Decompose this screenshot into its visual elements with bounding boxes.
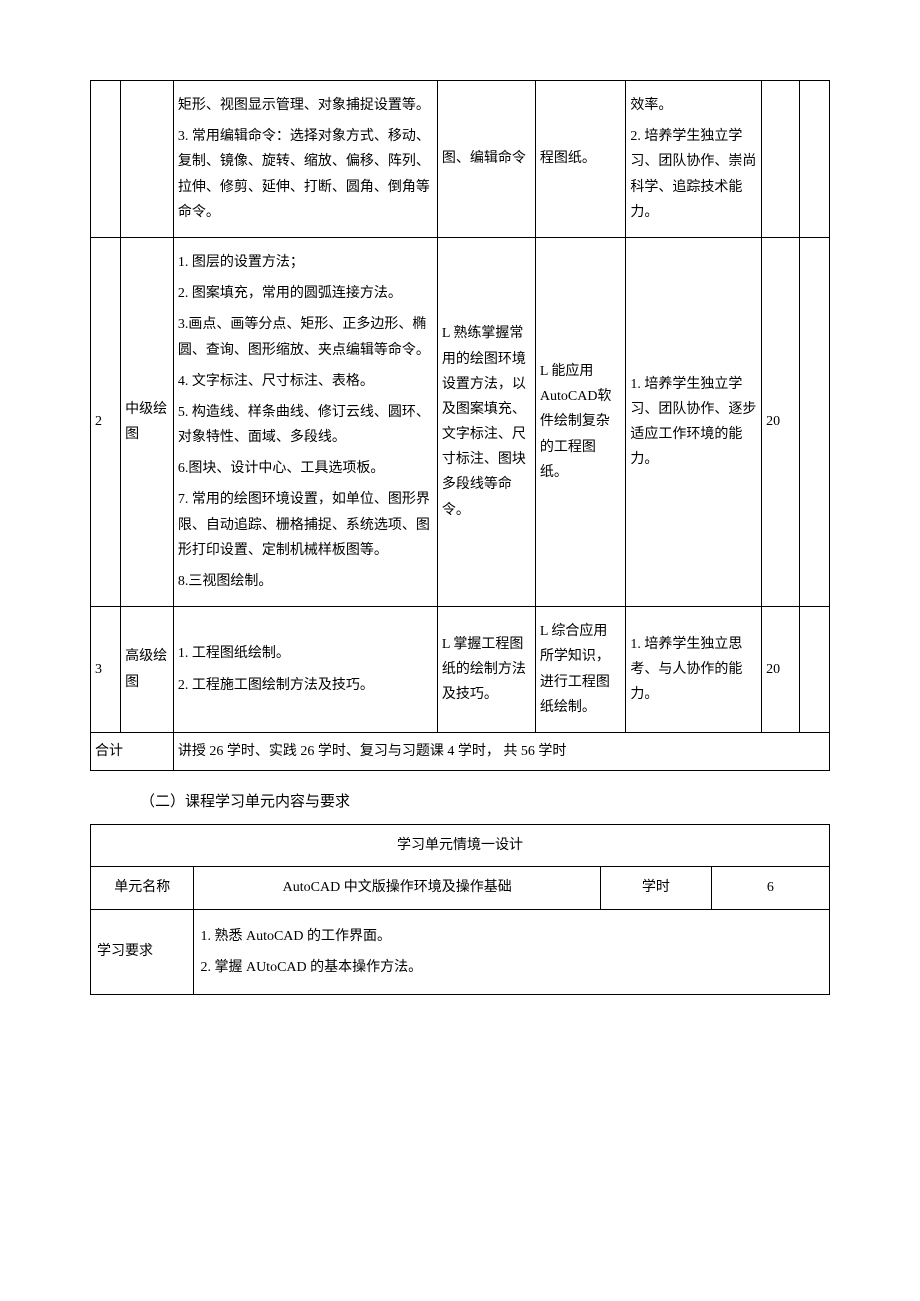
table-row: 3高级绘图1. 工程图纸绘制。2. 工程施工图绘制方法及技巧。L 掌握工程图纸的… — [91, 607, 830, 733]
total-label: 合计 — [91, 732, 174, 770]
cell: 20 — [762, 607, 800, 733]
table-row: 矩形、视图显示管理、对象捕捉设置等。3. 常用编辑命令：选择对象方式、移动、复制… — [91, 81, 830, 238]
cell: 2 — [91, 237, 121, 606]
unit-design-header: 学习单元情境一设计 — [91, 825, 830, 867]
cell: 中级绘图 — [121, 237, 174, 606]
cell: 1. 培养学生独立思考、与人协作的能力。 — [626, 607, 762, 733]
table-row: 2中级绘图1. 图层的设置方法；2. 图案填充，常用的圆弧连接方法。3.画点、画… — [91, 237, 830, 606]
total-row: 合计讲授 26 学时、实践 26 学时、复习与习题课 4 学时， 共 56 学时 — [91, 732, 830, 770]
unit-name-value: AutoCAD 中文版操作环境及操作基础 — [194, 867, 600, 909]
cell — [762, 81, 800, 238]
unit-hours-value: 6 — [711, 867, 829, 909]
learning-req-value: 1. 熟悉 AutoCAD 的工作界面。2. 掌握 AUtoCAD 的基本操作方… — [194, 909, 830, 994]
cell: 3 — [91, 607, 121, 733]
cell: 图、编辑命令 — [437, 81, 535, 238]
cell — [799, 81, 829, 238]
cell — [91, 81, 121, 238]
unit-name-label: 单元名称 — [91, 867, 194, 909]
cell: L 能应用AutoCAD软件绘制复杂的工程图纸。 — [535, 237, 625, 606]
cell: L 熟练掌握常用的绘图环境设置方法，以及图案填充、文字标注、尺寸标注、图块多段线… — [437, 237, 535, 606]
cell: 1. 工程图纸绘制。2. 工程施工图绘制方法及技巧。 — [173, 607, 437, 733]
cell — [121, 81, 174, 238]
cell: L 掌握工程图纸的绘制方法及技巧。 — [437, 607, 535, 733]
cell: 矩形、视图显示管理、对象捕捉设置等。3. 常用编辑命令：选择对象方式、移动、复制… — [173, 81, 437, 238]
cell — [799, 237, 829, 606]
cell: 程图纸。 — [535, 81, 625, 238]
cell: 1. 培养学生独立学习、团队协作、逐步适应工作环境的能力。 — [626, 237, 762, 606]
unit-design-table: 学习单元情境一设计 单元名称 AutoCAD 中文版操作环境及操作基础 学时 6… — [90, 824, 830, 995]
section-title: （二）课程学习单元内容与要求 — [140, 789, 830, 816]
unit-hours-label: 学时 — [600, 867, 711, 909]
cell: 20 — [762, 237, 800, 606]
cell: 高级绘图 — [121, 607, 174, 733]
cell: L 综合应用所学知识，进行工程图纸绘制。 — [535, 607, 625, 733]
total-text: 讲授 26 学时、实践 26 学时、复习与习题课 4 学时， 共 56 学时 — [173, 732, 829, 770]
course-units-table: 矩形、视图显示管理、对象捕捉设置等。3. 常用编辑命令：选择对象方式、移动、复制… — [90, 80, 830, 771]
cell: 1. 图层的设置方法；2. 图案填充，常用的圆弧连接方法。3.画点、画等分点、矩… — [173, 237, 437, 606]
learning-req-label: 学习要求 — [91, 909, 194, 994]
cell: 效率。2. 培养学生独立学习、团队协作、崇尚科学、追踪技术能力。 — [626, 81, 762, 238]
cell — [799, 607, 829, 733]
